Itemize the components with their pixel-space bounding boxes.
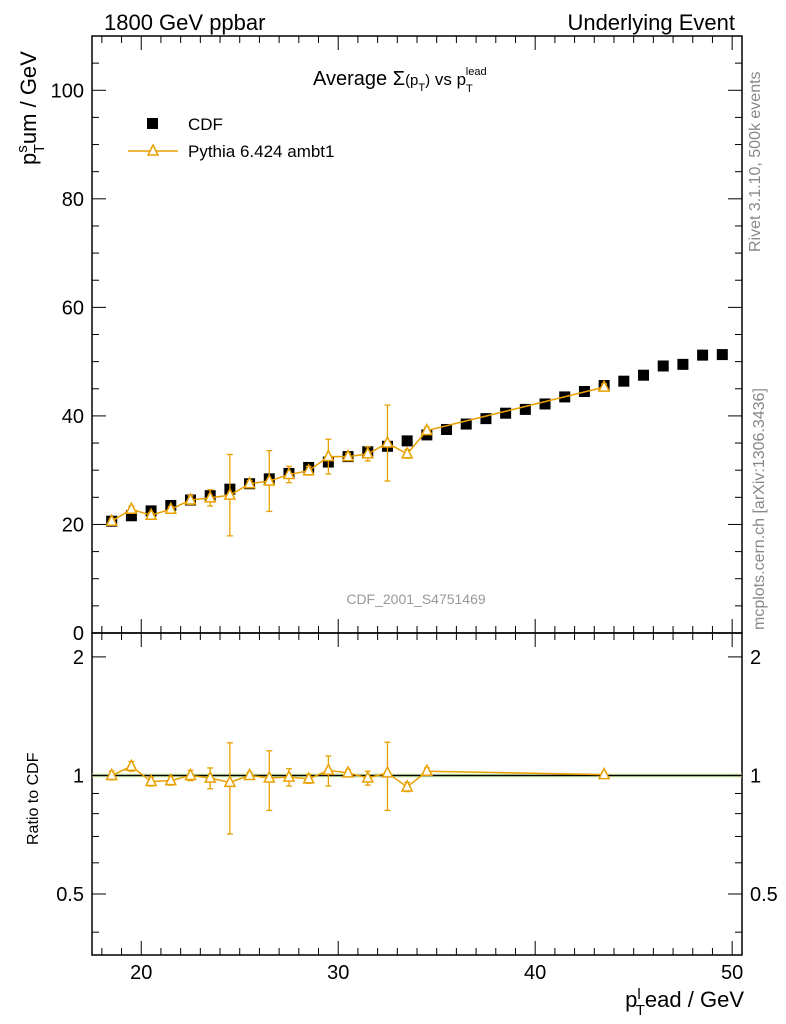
- ratio-y-tick-label-right: 0.5: [750, 884, 778, 906]
- cdf-point: [618, 375, 630, 387]
- ratio-y-tick-label-right: 2: [750, 647, 761, 669]
- pythia-point: [105, 513, 118, 526]
- ratio-point: [322, 762, 335, 776]
- cdf-point: [441, 423, 453, 435]
- header-left: 1800 GeV ppbar: [104, 10, 265, 35]
- ratio-y-tick-label-left: 2: [73, 647, 84, 669]
- pythia-point: [361, 446, 374, 459]
- main-y-axis-label: psTum / GeV: [14, 51, 48, 165]
- cdf-point: [460, 418, 472, 430]
- ratio-point: [341, 765, 355, 778]
- ratio-point: [381, 765, 394, 778]
- x-tick-label: 20: [130, 962, 152, 984]
- ratio-point: [125, 758, 138, 772]
- cdf-point: [677, 358, 689, 370]
- rivet-version-label: Rivet 3.1.10, 500k events: [747, 71, 764, 252]
- ratio-point: [105, 767, 118, 781]
- pythia-point: [144, 507, 158, 520]
- ratio-point: [164, 772, 178, 786]
- ratio-y-tick-label-left: 0.5: [56, 884, 84, 906]
- ratio-y-axis-label: Ratio to CDF: [25, 752, 42, 845]
- cdf-point: [480, 413, 492, 425]
- x-axis-label: pl Tead / GeV: [625, 986, 744, 1019]
- main-y-tick-label: 40: [62, 406, 84, 428]
- legend-cdf-label: CDF: [188, 115, 223, 134]
- pythia-point: [420, 422, 434, 436]
- ratio-point: [184, 767, 197, 781]
- header-right: Underlying Event: [567, 10, 735, 35]
- legend: CDF Pythia 6.424 ambt1: [128, 115, 334, 161]
- pythia-point: [302, 463, 315, 476]
- cdf-point: [638, 369, 650, 381]
- ratio-point: [223, 774, 237, 788]
- main-y-tick-label: 80: [62, 189, 84, 211]
- cdf-point: [500, 407, 512, 419]
- cdf-point: [401, 435, 413, 447]
- ratio-plot-frame: [91, 632, 743, 956]
- pythia-point: [223, 487, 237, 500]
- pythia-point: [322, 448, 335, 462]
- main-y-tick-label: 60: [62, 297, 84, 319]
- ratio-point: [263, 770, 276, 783]
- pythia-point: [164, 501, 178, 515]
- ratio-point: [597, 766, 611, 780]
- analysis-watermark: CDF_2001_S4751469: [346, 591, 486, 607]
- ratio-point: [400, 779, 414, 792]
- pythia-point: [597, 379, 611, 392]
- pythia-point: [243, 476, 256, 489]
- x-tick-label: 30: [327, 962, 349, 984]
- pythia-point: [341, 448, 355, 462]
- ratio-point: [361, 770, 374, 783]
- cdf-point: [519, 403, 531, 415]
- cdf-point: [125, 510, 137, 522]
- ratio-y-tick-label-left: 1: [73, 765, 84, 787]
- pythia-point: [282, 466, 296, 480]
- main-y-tick-label: 20: [62, 514, 84, 536]
- ratio-point: [282, 769, 296, 782]
- cdf-point: [539, 398, 551, 410]
- x-tick-label: 40: [524, 962, 546, 984]
- ratio-point: [243, 767, 256, 781]
- ratio-point: [302, 771, 315, 784]
- legend-cdf-marker: [147, 118, 158, 129]
- main-plot-title: Average Σ(pT) vs pTlead: [313, 66, 487, 95]
- pythia-point: [125, 501, 138, 515]
- x-tick-label: 50: [721, 962, 743, 984]
- legend-pythia-label: Pythia 6.424 ambt1: [188, 142, 334, 161]
- ratio-point: [144, 773, 158, 787]
- ratio-y-tick-label-right: 1: [750, 765, 761, 787]
- cdf-point: [657, 360, 669, 372]
- cdf-point: [716, 349, 728, 361]
- pythia-point: [203, 490, 217, 503]
- pythia-point: [400, 446, 414, 459]
- cdf-point: [697, 349, 709, 361]
- pythia-point: [381, 435, 394, 448]
- main-y-tick-label: 100: [51, 80, 84, 102]
- pythia-point: [263, 473, 276, 486]
- ratio-point: [420, 763, 434, 776]
- ratio-point: [203, 770, 217, 783]
- main-y-tick-label: 0: [73, 623, 84, 645]
- legend-pythia-marker: [146, 143, 160, 156]
- pythia-point: [184, 492, 197, 505]
- mcplots-label: mcplots.cern.ch [arXiv:1306.3436]: [751, 388, 768, 630]
